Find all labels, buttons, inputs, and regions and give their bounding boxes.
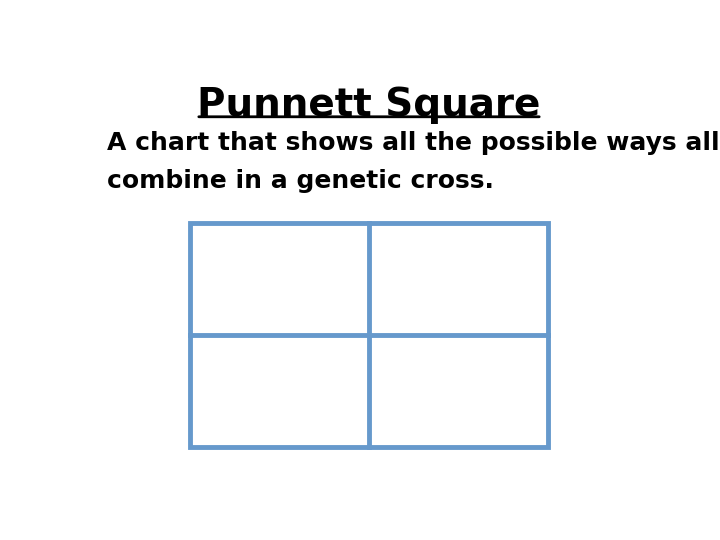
Text: combine in a genetic cross.: combine in a genetic cross. — [107, 168, 494, 193]
Text: A chart that shows all the possible ways alleles can: A chart that shows all the possible ways… — [107, 131, 720, 156]
Text: Punnett Square: Punnett Square — [197, 85, 541, 124]
Bar — [190, 223, 548, 447]
